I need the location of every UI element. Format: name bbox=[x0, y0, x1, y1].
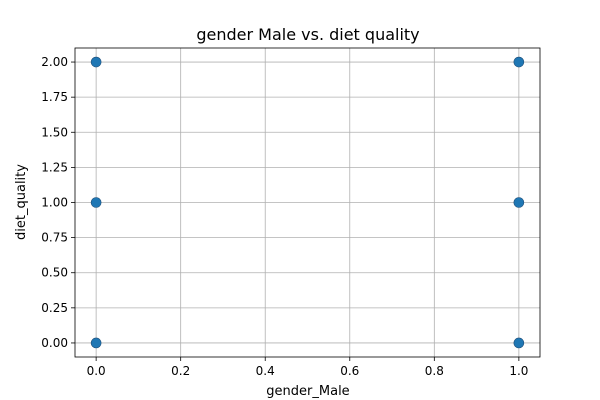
scatter-point bbox=[513, 337, 525, 349]
x-tick-label: 0.2 bbox=[171, 364, 190, 378]
y-tick-label: 0.00 bbox=[41, 336, 68, 350]
scatter-point bbox=[513, 197, 525, 208]
scatter-point bbox=[513, 56, 525, 68]
y-tick-label: 2.00 bbox=[41, 55, 68, 69]
y-axis-ticks: 0.00 0.25 0.50 0.75 1.00 1.25 1.50 1.75 2.00 bbox=[41, 55, 75, 350]
scatter-point bbox=[90, 197, 102, 208]
y-tick-label: 0.50 bbox=[41, 266, 68, 280]
data-points bbox=[90, 56, 525, 349]
x-tick-label: 0.0 bbox=[87, 364, 106, 378]
y-tick-label: 1.50 bbox=[41, 125, 68, 139]
plot-frame bbox=[74, 47, 541, 358]
x-tick-label: 0.4 bbox=[256, 364, 275, 378]
y-tick-label: 0.25 bbox=[41, 301, 68, 315]
x-tick-label: 0.6 bbox=[340, 364, 359, 378]
y-tick-label: 1.25 bbox=[41, 160, 68, 174]
scatter-point bbox=[90, 337, 102, 349]
x-tick-label: 1.0 bbox=[509, 364, 528, 378]
chart-title: gender Male vs. diet quality bbox=[196, 25, 419, 44]
x-axis-label: gender_Male bbox=[266, 384, 349, 399]
grid bbox=[75, 48, 540, 357]
scatter-point bbox=[90, 56, 102, 68]
y-axis-label: diet_quality bbox=[14, 164, 29, 240]
y-tick-label: 1.00 bbox=[41, 196, 68, 210]
y-tick-label: 0.75 bbox=[41, 231, 68, 245]
x-tick-label: 0.8 bbox=[425, 364, 444, 378]
x-axis-ticks: 0.0 0.2 0.4 0.6 0.8 1.0 bbox=[87, 357, 528, 378]
y-tick-label: 1.75 bbox=[41, 90, 68, 104]
